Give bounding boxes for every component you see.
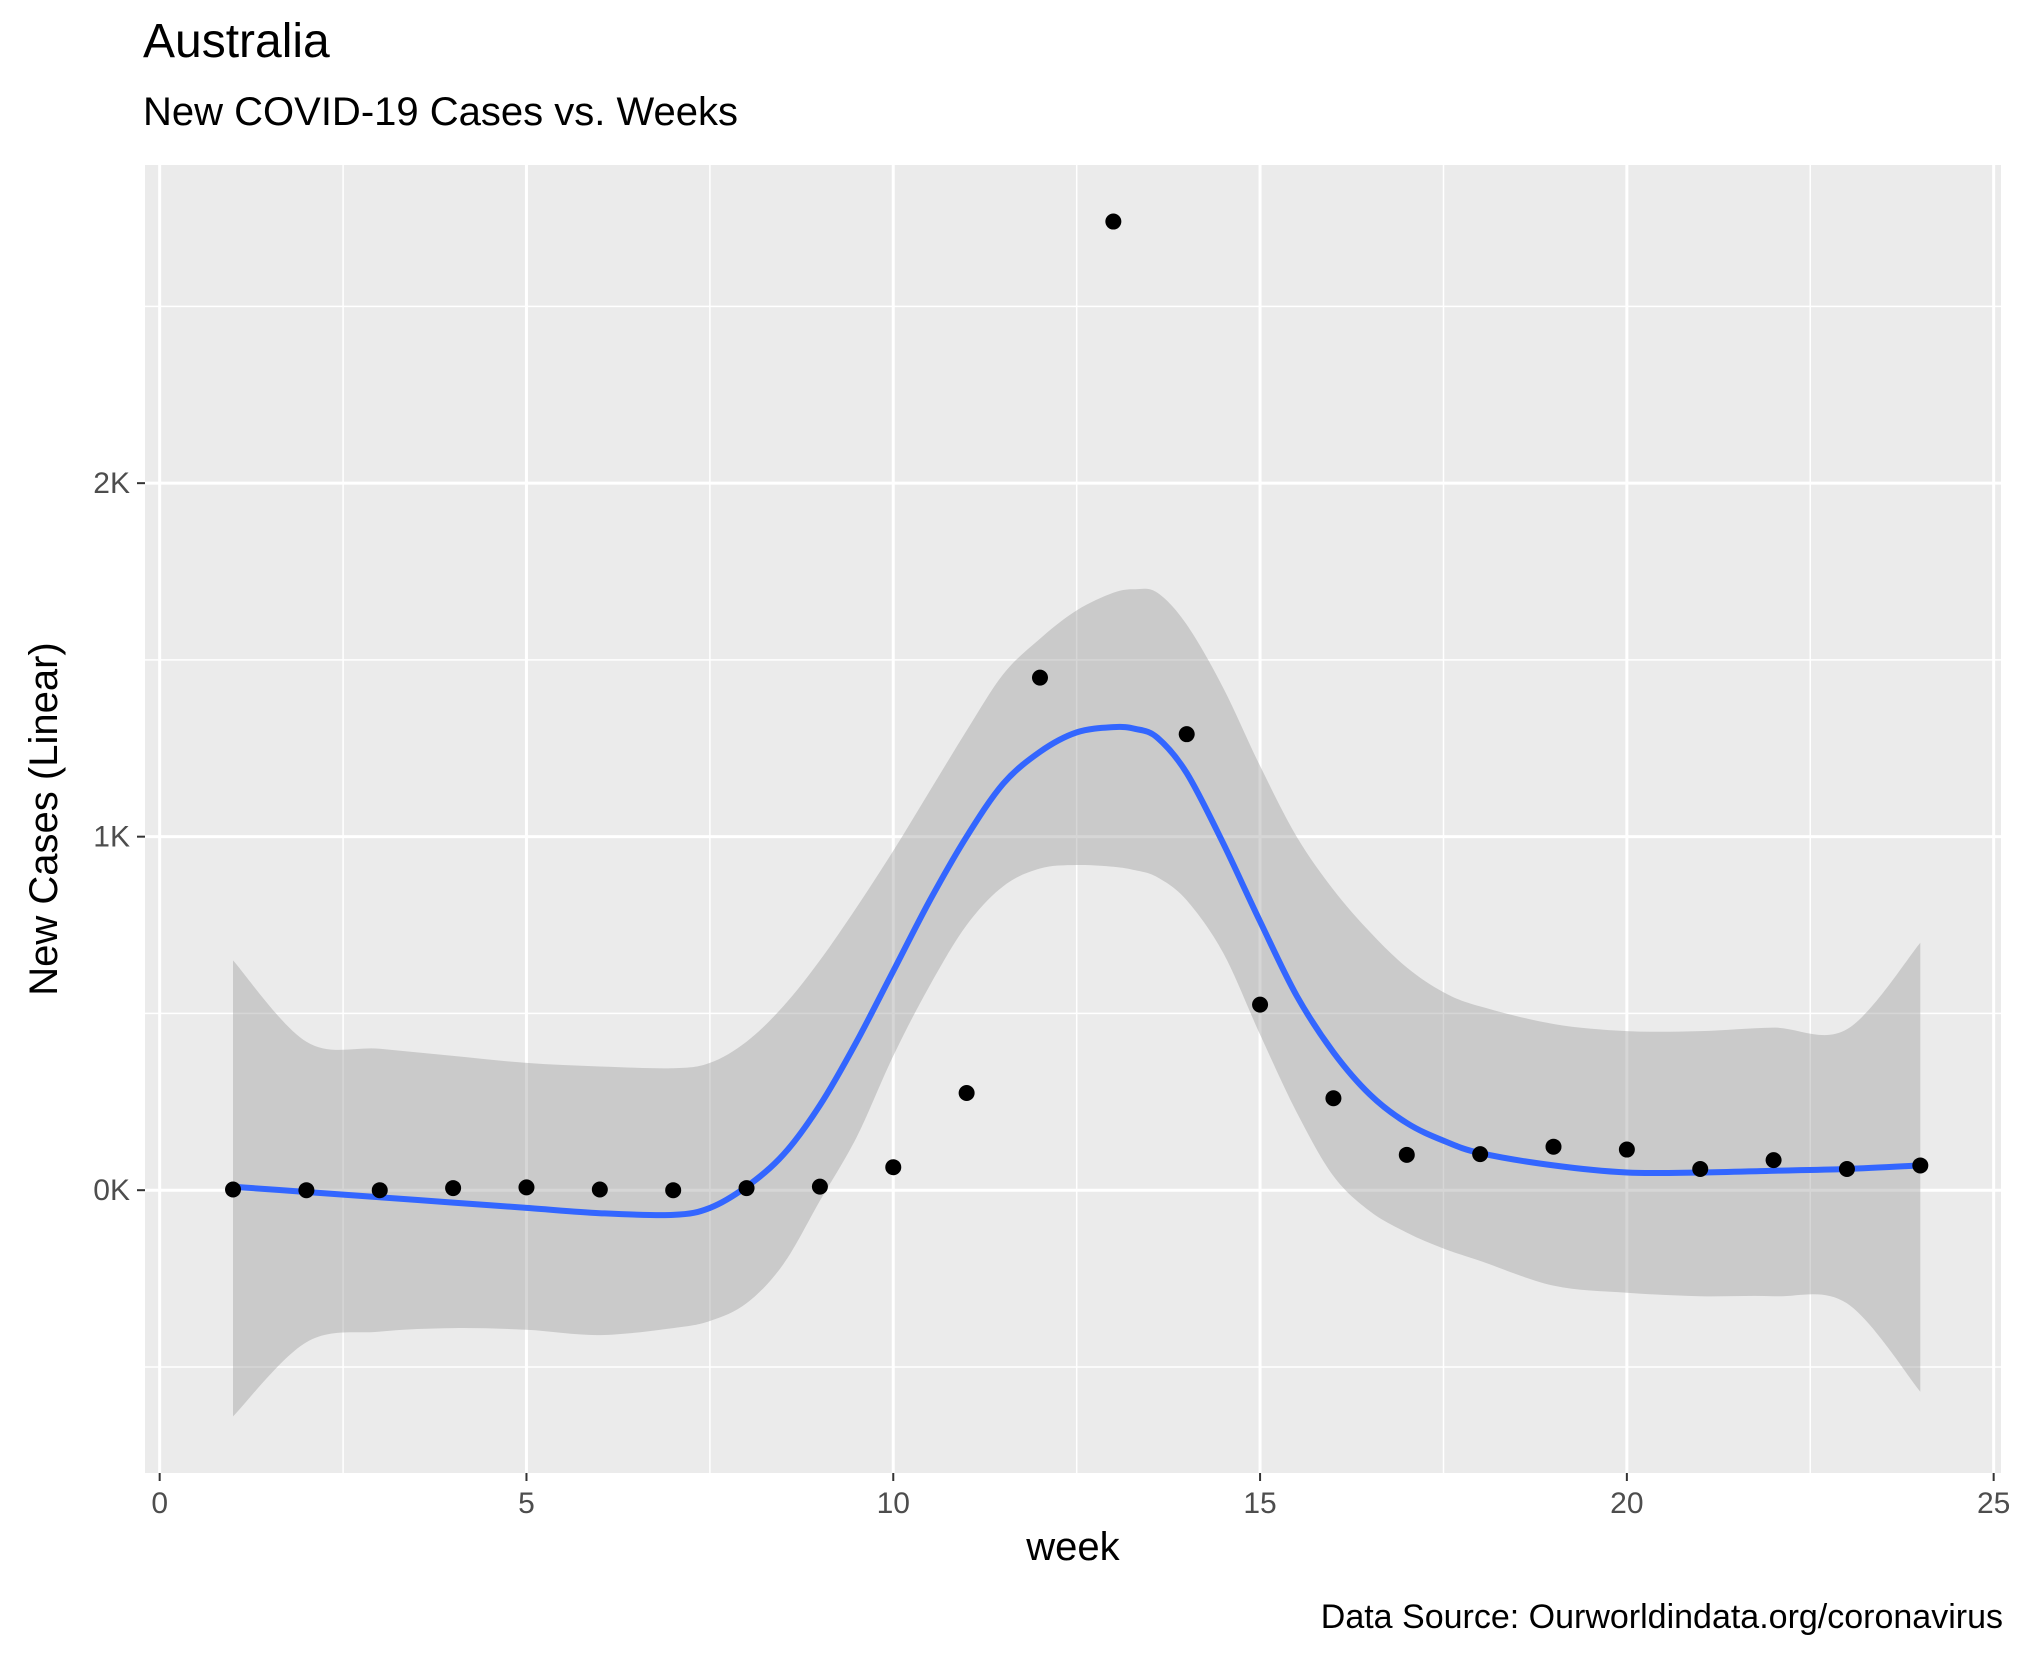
data-point	[225, 1181, 242, 1198]
data-point	[1105, 213, 1122, 230]
data-point	[665, 1182, 682, 1199]
data-point	[1912, 1157, 1929, 1174]
major-gridlines	[145, 165, 2001, 1473]
chart-title: Australia	[143, 15, 330, 68]
data-point	[591, 1181, 608, 1198]
data-point	[1398, 1146, 1415, 1163]
y-axis: 0K 1K 2K	[93, 467, 145, 1207]
data-point	[1325, 1090, 1342, 1107]
data-point	[885, 1159, 902, 1176]
x-tick-label: 10	[877, 1487, 910, 1520]
data-point	[1838, 1160, 1855, 1177]
y-tick-label: 2K	[93, 467, 130, 500]
smooth-trend-line	[232, 723, 1921, 1219]
y-tick-label: 1K	[93, 821, 130, 854]
confidence-band	[233, 588, 1921, 1417]
data-point	[1618, 1141, 1635, 1158]
data-point	[1692, 1160, 1709, 1177]
data-point	[1252, 996, 1269, 1013]
data-point	[371, 1182, 388, 1199]
x-tick-label: 0	[151, 1487, 168, 1520]
x-axis: 0 5 10 15 20 25	[151, 1473, 2010, 1520]
chart-subtitle: New COVID-19 Cases vs. Weeks	[143, 90, 738, 134]
y-axis-title: New Cases (Linear)	[22, 642, 66, 995]
data-point	[1545, 1138, 1562, 1155]
data-point	[445, 1180, 462, 1197]
minor-gridlines	[145, 165, 2001, 1473]
data-point	[1031, 669, 1048, 686]
chart-caption: Data Source: Ourworldindata.org/coronavi…	[1320, 1598, 2003, 1636]
data-point	[811, 1178, 828, 1195]
x-tick-label: 5	[518, 1487, 535, 1520]
x-axis-title: week	[1025, 1525, 1120, 1569]
data-point	[1472, 1146, 1489, 1163]
y-tick-label: 0K	[93, 1174, 130, 1207]
data-point	[518, 1179, 535, 1196]
x-tick-label: 25	[1977, 1487, 2010, 1520]
data-point	[298, 1182, 315, 1199]
data-points	[225, 213, 1929, 1199]
plot-panel	[145, 165, 2001, 1473]
data-point	[958, 1084, 975, 1101]
data-point	[1178, 726, 1195, 743]
x-tick-label: 20	[1610, 1487, 1643, 1520]
x-tick-label: 15	[1243, 1487, 1276, 1520]
data-point	[738, 1180, 755, 1197]
data-point	[1765, 1152, 1782, 1169]
